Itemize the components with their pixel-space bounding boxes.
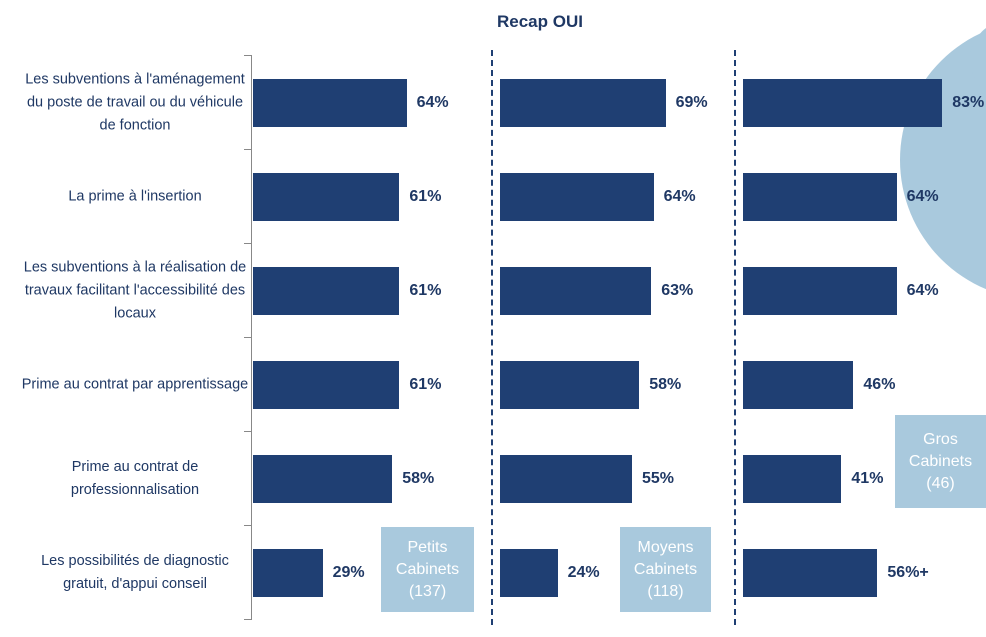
axis-tick: [244, 337, 252, 338]
decor-circle: [970, 28, 986, 92]
bar: [743, 79, 943, 127]
value-label: 24%: [567, 564, 600, 581]
value-label: 61%: [409, 376, 442, 393]
axis-tick: [244, 525, 252, 526]
legend-box: Gros Cabinets (46): [895, 415, 986, 508]
value-label: 61%: [409, 282, 442, 299]
axis-tick: [244, 431, 252, 432]
category-label: Les possibilités de diagnostic gratuit, …: [41, 553, 229, 592]
category-label: Prime au contrat par apprentissage: [21, 376, 249, 393]
bar: [253, 267, 400, 315]
bar: [253, 549, 323, 597]
bar: [743, 361, 854, 409]
value-label: 64%: [663, 188, 696, 205]
axis-tick: [244, 619, 252, 620]
legend-box: Petits Cabinets (137): [381, 527, 474, 612]
value-label: 63%: [661, 282, 694, 299]
bar: [500, 173, 654, 221]
bar: [500, 549, 558, 597]
bar: [253, 173, 400, 221]
value-label: 69%: [675, 94, 708, 111]
value-label: 29%: [332, 564, 365, 581]
value-label: 56%+: [887, 564, 929, 581]
category-label: Prime au contrat de professionnalisation: [70, 459, 200, 498]
bar: [253, 79, 407, 127]
value-label: 58%: [402, 470, 435, 487]
axis-tick: [244, 243, 252, 244]
bar: [743, 549, 878, 597]
bar: [500, 79, 666, 127]
value-label: 64%: [906, 188, 939, 205]
bar: [253, 455, 393, 503]
category-label: Les subventions à la réalisation de trav…: [23, 259, 247, 322]
bar: [743, 455, 842, 503]
axis-tick: [244, 149, 252, 150]
value-label: 55%: [642, 470, 675, 487]
value-label: 58%: [649, 376, 682, 393]
bar: [500, 267, 652, 315]
bar: [500, 455, 632, 503]
legend-box: Moyens Cabinets (118): [620, 527, 711, 612]
panel-divider: [491, 50, 493, 625]
value-label: 64%: [416, 94, 449, 111]
value-label: 64%: [906, 282, 939, 299]
category-label: La prime à l'insertion: [68, 188, 202, 205]
bar: [743, 173, 897, 221]
value-label: 61%: [409, 188, 442, 205]
chart-title: Recap OUI: [497, 12, 583, 31]
bar: [743, 267, 897, 315]
category-label: Les subventions à l'aménagement du poste…: [25, 71, 245, 134]
bar: [253, 361, 400, 409]
value-label: 41%: [851, 470, 884, 487]
panel-divider: [734, 50, 736, 625]
axis-tick: [244, 55, 252, 56]
value-label: 46%: [863, 376, 896, 393]
bar: [500, 361, 640, 409]
value-label: 83%: [952, 94, 985, 111]
